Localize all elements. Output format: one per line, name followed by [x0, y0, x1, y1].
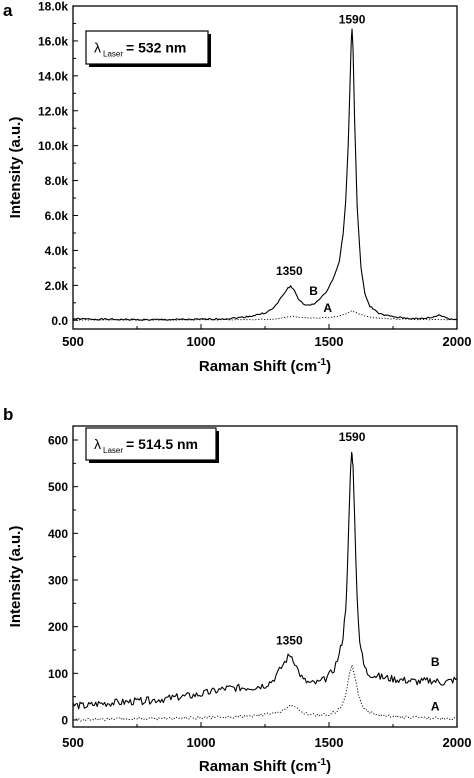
x-axis-label-close: ) — [326, 358, 331, 375]
y-tick-label: 18.0k — [38, 0, 68, 14]
y-tick-label: 12.0k — [38, 104, 68, 118]
y-tick-label: 16.0k — [38, 34, 68, 48]
y-tick-label: 0.0 — [51, 314, 68, 328]
series-line-B — [72, 28, 458, 321]
x-axis-label-main: Raman Shift (cm — [199, 358, 317, 375]
y-tick-label: 400 — [48, 527, 68, 541]
legend-box — [85, 30, 209, 65]
laser-wavelength-value: = 514.5 nm — [126, 436, 198, 452]
annotation-label: A — [323, 301, 332, 315]
lambda-symbol: λ — [94, 40, 101, 56]
y-tick-label: 4.0k — [45, 244, 69, 258]
x-axis-label-sup: -1 — [317, 357, 326, 368]
annotation-label: 1590 — [339, 12, 366, 26]
x-axis-label: Raman Shift (cm-1) — [199, 757, 331, 775]
laser-subscript: Laser — [103, 446, 123, 455]
x-axis-label-main: Raman Shift (cm — [199, 758, 317, 775]
series-line-B — [72, 451, 458, 710]
annotation-label: 1350 — [276, 264, 303, 278]
y-tick-label: 10.0k — [38, 139, 68, 153]
laser-wavelength-value: = 532 nm — [126, 40, 186, 56]
x-tick-label: 2000 — [443, 334, 472, 349]
y-tick-label: 8.0k — [45, 174, 69, 188]
x-tick-label: 500 — [62, 334, 84, 349]
x-axis-label-sup: -1 — [317, 757, 326, 768]
y-tick-label: 0 — [61, 714, 68, 728]
legend-box — [85, 427, 217, 461]
chart-panel-b: b 500 1000 1500 2000 0 100 200 300 400 500 600 Raman… — [3, 405, 471, 775]
annotation-label: B — [431, 655, 440, 669]
laser-wavelength-label: λ Laser = 532 nm — [94, 40, 186, 59]
chart-panel-a: a 500 1000 1500 2000 0.0 2.0k 4.0k 6.0k 8.0k 10.0k… — [3, 0, 471, 375]
x-tick-label: 1000 — [187, 334, 216, 349]
x-tick-label: 500 — [62, 735, 84, 750]
y-axis-label: Intensity (a.u.) — [7, 526, 24, 628]
y-tick-label: 300 — [48, 574, 68, 588]
y-tick-label: 600 — [48, 434, 68, 448]
annotation-label: 1350 — [276, 633, 303, 647]
x-axis-label: Raman Shift (cm-1) — [199, 357, 331, 375]
panel-label: b — [3, 405, 13, 424]
x-axis-label-close: ) — [326, 758, 331, 775]
x-tick-label: 1500 — [315, 735, 344, 750]
annotation-label: B — [309, 284, 318, 298]
lambda-symbol: λ — [94, 436, 101, 452]
y-tick-label: 2.0k — [45, 279, 69, 293]
y-tick-label: 14.0k — [38, 69, 68, 83]
y-tick-label: 500 — [48, 480, 68, 494]
y-tick-label: 6.0k — [45, 209, 69, 223]
y-tick-label: 200 — [48, 620, 68, 634]
laser-wavelength-label: λ Laser = 514.5 nm — [94, 436, 198, 455]
x-tick-label: 1000 — [187, 735, 216, 750]
laser-subscript: Laser — [103, 50, 123, 59]
x-tick-label: 1500 — [315, 334, 344, 349]
series-line-A — [72, 664, 458, 722]
y-axis-label: Intensity (a.u.) — [7, 117, 24, 219]
annotation-label: 1590 — [339, 430, 366, 444]
series-line-A — [72, 310, 458, 321]
annotation-label: A — [431, 700, 440, 714]
x-tick-label: 2000 — [443, 735, 472, 750]
y-tick-label: 100 — [48, 667, 68, 681]
panel-label: a — [3, 1, 13, 20]
